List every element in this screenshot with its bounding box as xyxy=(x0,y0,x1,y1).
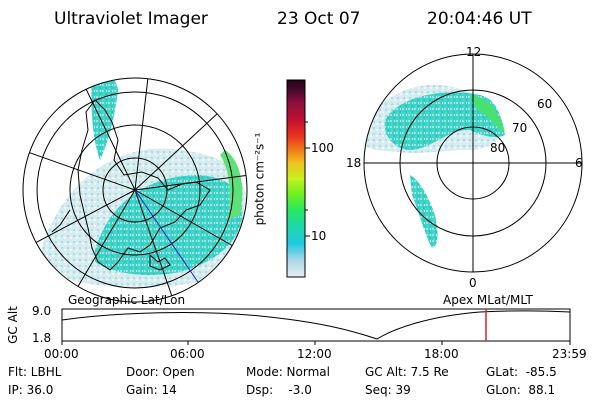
right-map-caption: Apex MLat/MLT xyxy=(443,293,533,307)
geographic-map xyxy=(23,78,247,302)
oval-tail xyxy=(410,175,438,248)
colorbar xyxy=(286,79,306,278)
ip-status: IP: 36.0 xyxy=(8,383,54,397)
door-status: Door: Open xyxy=(126,365,195,379)
left-map-caption: Geographic Lat/Lon xyxy=(68,293,186,307)
altitude-xtick-3: 18:00 xyxy=(424,347,459,361)
oval-bright xyxy=(384,92,505,150)
glon-status: GLon: 88.1 xyxy=(486,383,556,397)
altitude-curve xyxy=(61,310,571,340)
gc-alt-status: GC Alt: 7.5 Re xyxy=(365,365,449,379)
colorbar-tick-100: 100 xyxy=(311,141,334,155)
altitude-xtick-1: 06:00 xyxy=(170,347,205,361)
mlat-label-80: 80 xyxy=(490,141,506,155)
gain-status: Gain: 14 xyxy=(126,383,177,397)
time-label: 20:04:46 UT xyxy=(427,9,532,29)
glat-status: GLat: -85.5 xyxy=(486,365,557,379)
altitude-plot-frame xyxy=(61,308,571,342)
mlat-label-60: 60 xyxy=(537,97,553,111)
emission-green-band xyxy=(220,150,243,220)
altitude-xtick-2: 12:00 xyxy=(297,347,332,361)
reference-meridian xyxy=(134,189,201,286)
altitude-xtick-0: 00:00 xyxy=(44,347,79,361)
mode-status: Mode: Normal xyxy=(246,365,330,379)
mlt-label-6: 6 xyxy=(575,156,583,170)
altitude-ytick-high: 9.0 xyxy=(32,304,52,318)
colorbar-unit-label: photon cm⁻²s⁻¹ xyxy=(252,132,267,226)
coastline xyxy=(77,99,211,271)
altitude-ytick-low: 1.8 xyxy=(32,331,52,345)
mlt-label-0: 0 xyxy=(469,276,477,290)
instrument-title: Ultraviolet Imager xyxy=(54,9,208,29)
mlt-label-12: 12 xyxy=(466,45,482,59)
altitude-xtick-4: 23:59 xyxy=(552,347,587,361)
dsp-status: Dsp: -3.0 xyxy=(246,383,312,397)
filter-status: Flt: LBHL xyxy=(8,365,62,379)
oval-green xyxy=(470,95,505,135)
mlat-label-70: 70 xyxy=(512,121,528,135)
altitude-ylabel: GC Alt xyxy=(5,306,20,344)
date-label: 23 Oct 07 xyxy=(277,9,361,29)
mlt-label-18: 18 xyxy=(346,156,362,170)
seq-status: Seq: 39 xyxy=(365,383,411,397)
colorbar-tick-10: 10 xyxy=(311,229,327,243)
